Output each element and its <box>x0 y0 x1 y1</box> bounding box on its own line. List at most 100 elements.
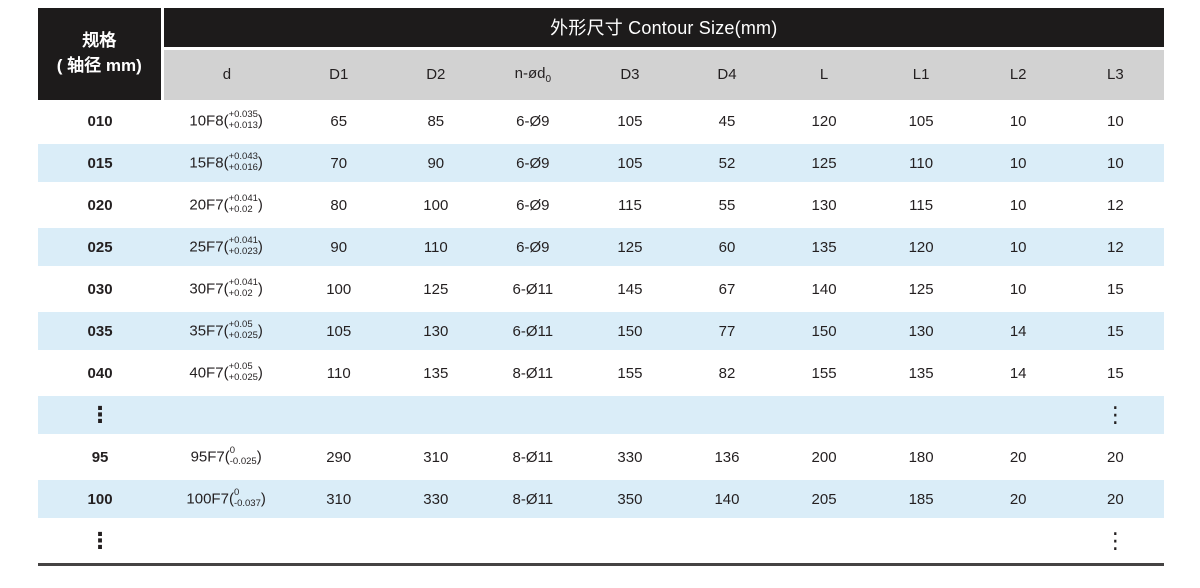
value-cell: 290 <box>290 436 388 478</box>
value-cell: 125 <box>872 268 970 310</box>
column-header-l1: L1 <box>872 48 970 100</box>
value-cell: 150 <box>775 310 873 352</box>
value-cell: 10 <box>969 184 1067 226</box>
value-cell: 10 <box>969 142 1067 184</box>
empty-cell <box>581 520 679 562</box>
empty-cell <box>872 394 970 436</box>
column-header-l3: L3 <box>1066 48 1164 100</box>
value-cell: 67 <box>678 268 776 310</box>
value-cell: 10 <box>969 100 1067 142</box>
value-cell: 15 <box>1066 268 1164 310</box>
value-cell: 15 <box>1066 352 1164 394</box>
column-header-d2: D2 <box>387 48 485 100</box>
table-row: 015 15F8(+0.043 +0.016) 70 90 6-Ø9 105 52 125 110… <box>38 142 1164 184</box>
column-header-l: L <box>775 48 873 100</box>
value-cell: 90 <box>387 142 485 184</box>
tolerance-lower: +0.02 <box>228 203 253 215</box>
dimension-base: 20F7( <box>189 195 229 213</box>
value-cell: 120 <box>775 100 873 142</box>
value-cell: 77 <box>678 310 776 352</box>
value-cell: 8-Ø11 <box>484 436 582 478</box>
dimension-cell: 100F7(0 -0.037) <box>162 478 291 520</box>
empty-cell <box>775 520 873 562</box>
dimension-cell: 15F8(+0.043 +0.016) <box>162 142 291 184</box>
spec-cell: 015 <box>38 142 163 184</box>
column-header-d1: D1 <box>290 48 388 100</box>
dimension-base: 35F7( <box>189 321 229 339</box>
value-cell: 10 <box>1066 142 1164 184</box>
tolerance-upper: +0.05 <box>228 318 253 330</box>
header-row-group: 规格 ( 轴径 mm) 外形尺寸 Contour Size(mm) <box>38 8 1164 100</box>
dimension-base: 40F7( <box>189 363 229 381</box>
dimension-close-paren: ) <box>257 363 263 381</box>
tolerance-lower: +0.02 <box>228 287 253 299</box>
tolerance-stack: 0 -0.025 <box>230 445 257 467</box>
table-row: 040 40F7(+0.05 +0.025) 110 135 8-Ø11 155 82 155 1… <box>38 352 1164 394</box>
ellipsis-marker: ⋮ <box>1066 520 1164 562</box>
dimension-cell: 20F7(+0.041 +0.02) <box>162 184 291 226</box>
value-cell: 330 <box>387 478 485 520</box>
spec-cell: 95 <box>38 436 163 478</box>
dimension-cell: 30F7(+0.041 +0.02) <box>162 268 291 310</box>
value-cell: 45 <box>678 100 776 142</box>
dimension-close-paren: ) <box>260 489 266 507</box>
dimension-base: 10F8( <box>189 111 229 129</box>
spec-cell: 025 <box>38 226 163 268</box>
table-row: 020 20F7(+0.041 +0.02) 80 100 6-Ø9 115 55 130 115… <box>38 184 1164 226</box>
value-cell: 140 <box>775 268 873 310</box>
dimension-close-paren: ) <box>257 195 263 213</box>
value-cell: 15 <box>1066 310 1164 352</box>
empty-cell <box>775 394 873 436</box>
value-cell: 125 <box>581 226 679 268</box>
dimension-close-paren: ) <box>257 111 263 129</box>
value-cell: 205 <box>775 478 873 520</box>
ellipsis-row: ⋮ ⋮ <box>38 520 1164 562</box>
value-cell: 12 <box>1066 184 1164 226</box>
empty-cell <box>387 394 485 436</box>
dimension-close-paren: ) <box>257 279 263 297</box>
empty-cell <box>484 394 582 436</box>
value-cell: 6-Ø9 <box>484 142 582 184</box>
value-cell: 90 <box>290 226 388 268</box>
value-cell: 135 <box>387 352 485 394</box>
value-cell: 105 <box>290 310 388 352</box>
vertical-ellipsis: ⋮ <box>89 527 112 553</box>
dimension-cell: 40F7(+0.05 +0.025) <box>162 352 291 394</box>
value-cell: 20 <box>1066 436 1164 478</box>
dimension-base: 25F7( <box>189 237 229 255</box>
empty-cell <box>290 520 388 562</box>
value-cell: 185 <box>872 478 970 520</box>
tolerance-lower: +0.025 <box>228 329 258 341</box>
dimension-base: 15F8( <box>189 153 229 171</box>
value-cell: 14 <box>969 310 1067 352</box>
value-cell: 135 <box>775 226 873 268</box>
table-row: 010 10F8(+0.035 +0.013) 65 85 6-Ø9 105 45 120 105… <box>38 100 1164 142</box>
empty-cell <box>969 394 1067 436</box>
ellipsis-marker: ⋮ <box>38 520 163 562</box>
value-cell: 6-Ø9 <box>484 226 582 268</box>
vertical-ellipsis: ⋮ <box>1104 527 1127 553</box>
tolerance-stack: +0.05 +0.025 <box>229 319 258 341</box>
value-cell: 110 <box>290 352 388 394</box>
spec-cell: 040 <box>38 352 163 394</box>
column-header-d: d <box>162 48 291 100</box>
dimension-base: 100F7( <box>186 489 234 507</box>
value-cell: 60 <box>678 226 776 268</box>
value-cell: 20 <box>969 436 1067 478</box>
value-cell: 130 <box>775 184 873 226</box>
spec-cell: 035 <box>38 310 163 352</box>
spec-cell: 030 <box>38 268 163 310</box>
spec-header-line1: 规格 <box>82 31 117 51</box>
spec-cell: 010 <box>38 100 163 142</box>
tolerance-stack: +0.041 +0.02 <box>229 193 258 215</box>
value-cell: 10 <box>969 268 1067 310</box>
spec-header-line2: ( 轴径 mm) <box>56 56 142 75</box>
tolerance-lower: +0.016 <box>228 161 258 173</box>
empty-cell <box>581 394 679 436</box>
empty-cell <box>969 520 1067 562</box>
spec-cell: 020 <box>38 184 163 226</box>
value-cell: 105 <box>581 100 679 142</box>
column-header-d4: D4 <box>678 48 776 100</box>
value-cell: 10 <box>1066 100 1164 142</box>
empty-cell <box>290 394 388 436</box>
